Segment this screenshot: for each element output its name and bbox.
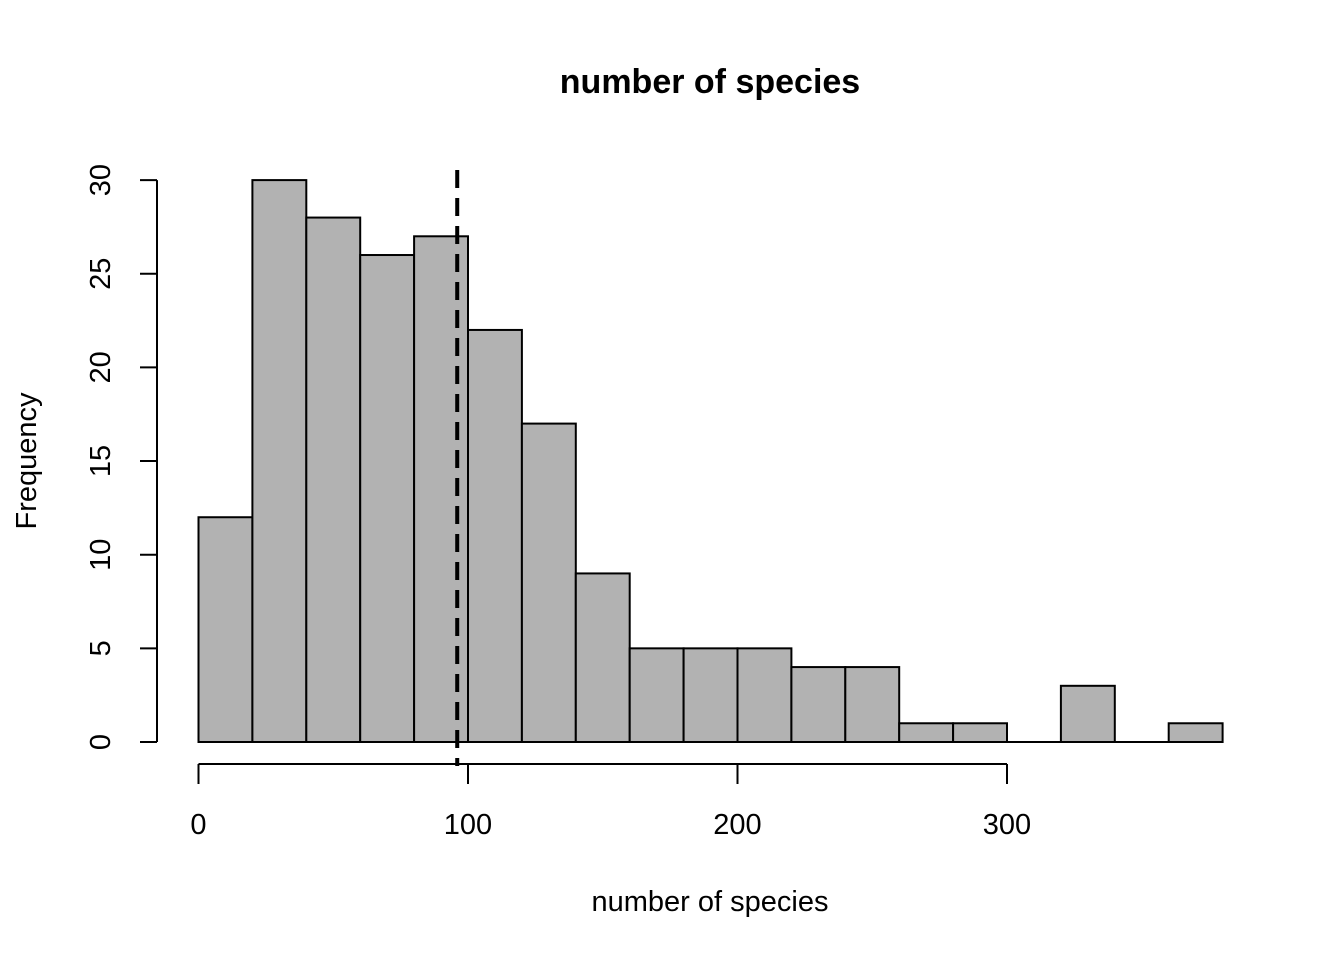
histogram-bar: [520, 422, 577, 743]
histogram-bar: [628, 647, 685, 743]
histogram-bar: [305, 216, 362, 743]
histogram-bar: [1167, 722, 1224, 744]
histogram-bar: [952, 722, 1008, 744]
histogram-bar: [844, 666, 901, 744]
histogram-bar: [413, 235, 470, 743]
y-tick-label: 0: [85, 734, 117, 750]
histogram-bar: [574, 572, 631, 743]
histogram-bar: [898, 722, 955, 744]
y-tick-label: 20: [85, 351, 117, 383]
y-tick-label: 30: [85, 164, 117, 196]
y-axis-label: Frequency: [11, 392, 43, 530]
x-tick-label: 200: [713, 809, 761, 841]
histogram-bar: [1059, 684, 1116, 743]
histogram-bar: [467, 328, 523, 743]
bars-group: [197, 179, 1224, 744]
x-tick-label: 0: [190, 809, 206, 841]
y-tick-label: 15: [85, 445, 117, 477]
y-tick-label: 5: [85, 640, 117, 656]
histogram-bar: [790, 666, 847, 744]
histogram-bar: [736, 647, 793, 743]
y-tick-label: 25: [85, 258, 117, 290]
x-axis: 0 100 200 300: [190, 763, 1031, 841]
chart-title: number of species: [560, 63, 860, 101]
x-axis-label: number of species: [592, 886, 829, 918]
histogram-bar: [251, 179, 308, 744]
x-tick-label: 300: [983, 809, 1031, 841]
x-tick-label: 100: [444, 809, 492, 841]
histogram-bar: [359, 254, 416, 744]
histogram-bar: [197, 516, 254, 743]
y-axis: 0 5 10 15 20 25 30: [85, 164, 158, 750]
histogram-bar: [682, 647, 739, 743]
y-tick-label: 10: [85, 539, 117, 571]
